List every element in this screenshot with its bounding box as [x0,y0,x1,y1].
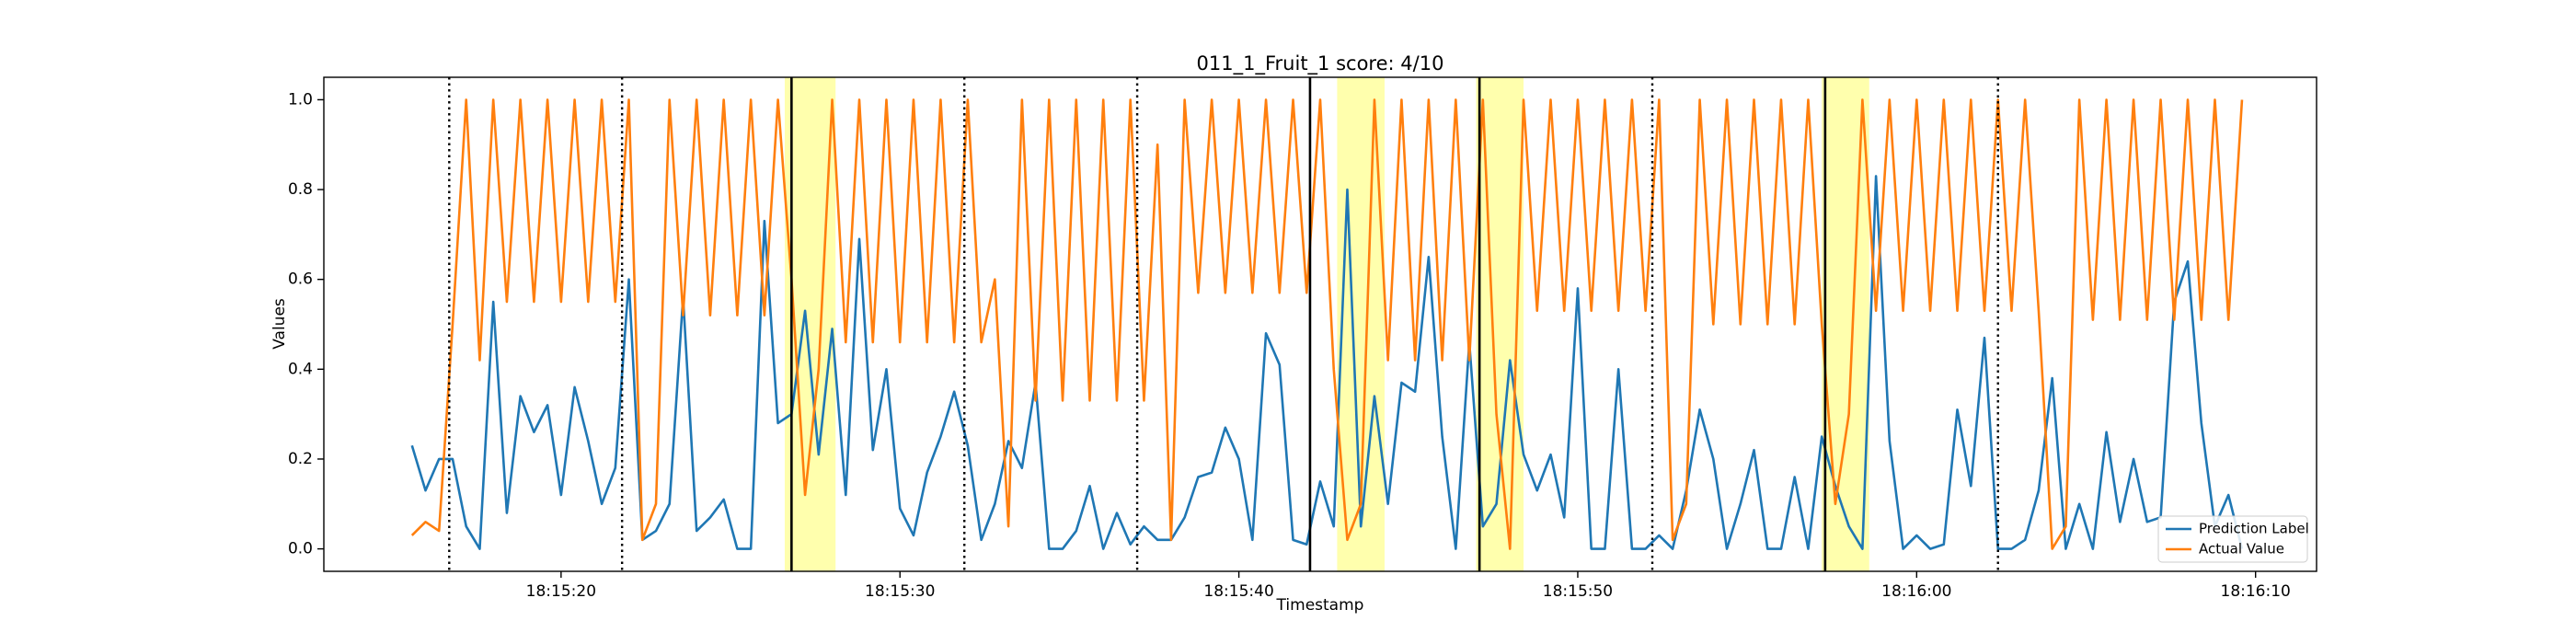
legend-box [2157,515,2308,563]
x-tick-label: 18:15:20 [526,582,596,601]
y-tick-label: 0.0 [288,540,313,558]
y-tick-label: 0.8 [288,180,313,199]
x-tick-label: 18:15:30 [865,582,935,601]
x-tick-label: 18:15:50 [1543,582,1613,601]
y-tick-label: 0.4 [288,360,313,378]
series-line [410,98,2244,550]
plot-frame [323,76,2317,572]
legend-label: Prediction Label [2199,521,2309,537]
x-tick-label: 18:16:00 [1881,582,1951,601]
x-tick-label: 18:15:40 [1203,582,1273,601]
y-axis-label: Values [270,298,289,350]
y-tick-label: 1.0 [288,90,313,109]
chart-title: 011_1_Fruit_1 score: 4/10 [1197,52,1444,75]
series-line [410,175,2244,550]
x-axis-label: Timestamp [1276,596,1364,615]
y-tick-label: 0.2 [288,450,313,468]
legend-label: Actual Value [2199,541,2284,558]
y-tick-label: 0.6 [288,270,313,289]
x-tick-label: 18:16:10 [2221,582,2291,601]
highlight-span [1822,77,1869,571]
